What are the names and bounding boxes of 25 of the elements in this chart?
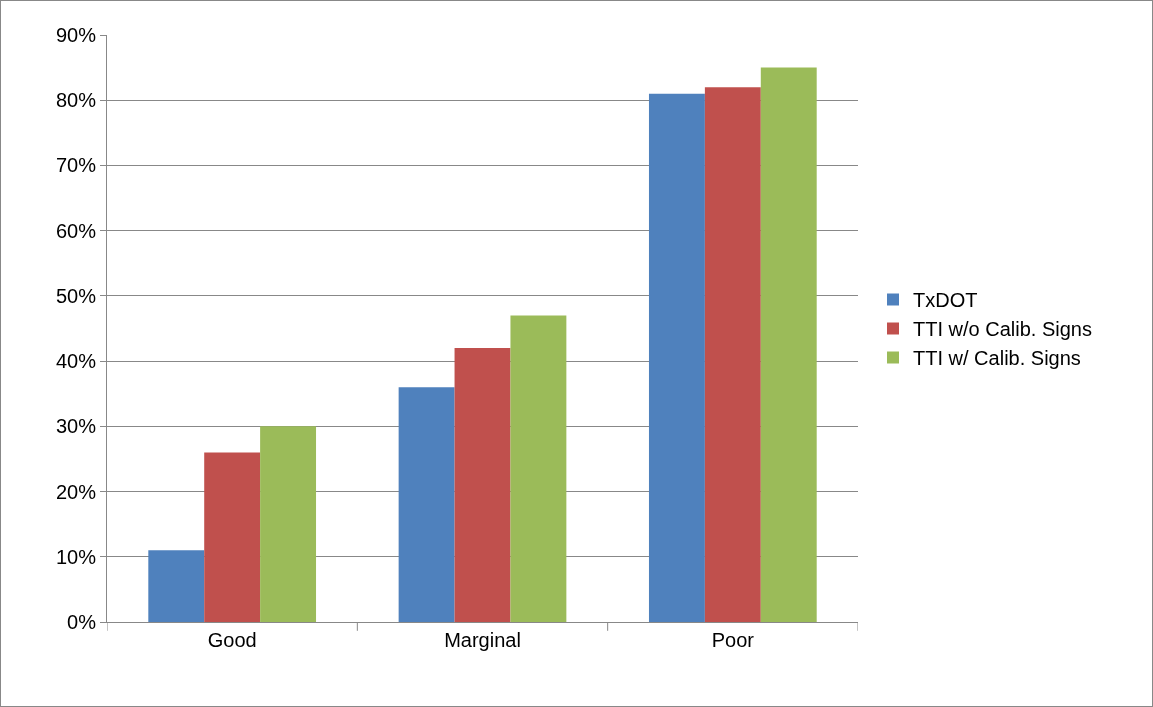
bar [398, 387, 455, 622]
y-tick-label: 90% [55, 24, 97, 46]
bar [510, 315, 567, 622]
bar [148, 550, 205, 622]
bar [648, 93, 705, 622]
bar [704, 87, 761, 622]
y-tick-label: 80% [55, 89, 97, 112]
y-tick-label: 50% [55, 284, 97, 307]
y-tick-label: 40% [55, 350, 97, 373]
y-tick-label: 60% [55, 219, 97, 242]
x-tick-label: Poor [711, 629, 755, 651]
bar [204, 452, 261, 622]
y-tick-label: 70% [55, 154, 97, 177]
y-tick-label: 30% [55, 415, 97, 438]
y-tick-label: 20% [55, 480, 97, 503]
bar [760, 67, 817, 622]
x-tick-label: Marginal [444, 629, 521, 651]
y-tick-label: 0% [67, 611, 97, 633]
x-tick-label: Good [207, 629, 257, 651]
bar [454, 348, 511, 622]
legend-label: TTI w/ Calib. Signs [913, 347, 1081, 370]
legend-label: TTI w/o Calib. Signs [913, 318, 1092, 341]
y-tick-label: 10% [55, 545, 97, 568]
bar [260, 426, 317, 622]
legend-label: TxDOT [913, 289, 978, 312]
